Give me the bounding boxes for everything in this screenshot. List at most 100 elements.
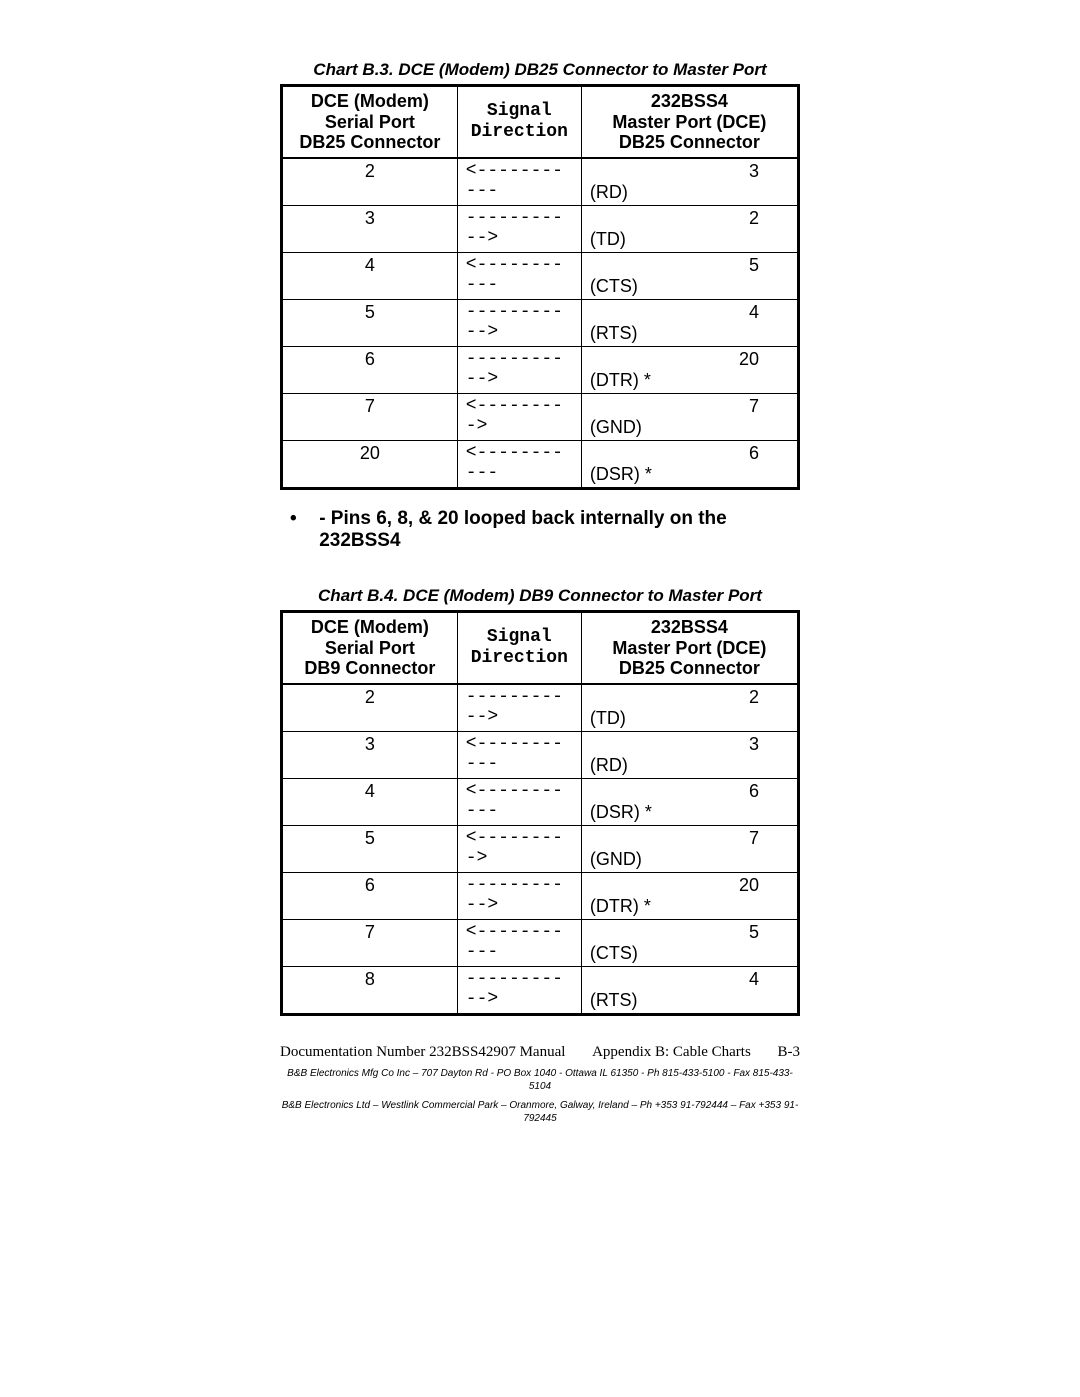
bullet-icon: •: [290, 508, 319, 552]
footer-addr2: B&B Electronics Ltd – Westlink Commercia…: [280, 1099, 800, 1125]
left-pin: 7: [282, 920, 458, 967]
right-signal: (GND): [590, 417, 789, 438]
table-row: 7<-----------5(CTS): [282, 920, 799, 967]
right-pin: 6: [590, 443, 789, 464]
table-row: 2<-----------3(RD): [282, 158, 799, 206]
chart2-col2-header: SignalDirection: [457, 612, 581, 685]
page-footer: Documentation Number 232BSS42907 Manual …: [280, 1044, 800, 1125]
right-signal: (RTS): [590, 990, 789, 1011]
right-signal: (DSR) *: [590, 802, 789, 823]
signal-direction: <-----------: [457, 920, 581, 967]
signal-direction: <-----------: [457, 732, 581, 779]
table-row: 8----------->4(RTS): [282, 967, 799, 1015]
left-pin: 2: [282, 158, 458, 206]
right-pin: 20: [590, 349, 789, 370]
right-signal: (CTS): [590, 943, 789, 964]
chart1-col3-header: 232BSS4Master Port (DCE)DB25 Connector: [581, 86, 798, 159]
right-pin: 5: [590, 922, 789, 943]
right-signal: (DSR) *: [590, 464, 789, 485]
table-row: 4<-----------5(CTS): [282, 253, 799, 300]
right-cell: 5(CTS): [581, 253, 798, 300]
chart2-col3-header: 232BSS4Master Port (DCE)DB25 Connector: [581, 612, 798, 685]
right-pin: 3: [590, 161, 789, 182]
right-cell: 20(DTR) *: [581, 347, 798, 394]
right-cell: 4(RTS): [581, 300, 798, 347]
right-pin: 6: [590, 781, 789, 802]
right-signal: (TD): [590, 708, 789, 729]
left-pin: 6: [282, 873, 458, 920]
note: • - Pins 6, 8, & 20 looped back internal…: [290, 508, 800, 552]
right-cell: 2(TD): [581, 206, 798, 253]
signal-direction: <--------->: [457, 394, 581, 441]
right-signal: (GND): [590, 849, 789, 870]
chart1-title: Chart B.3. DCE (Modem) DB25 Connector to…: [280, 60, 800, 80]
right-pin: 7: [590, 828, 789, 849]
chart2-col1-header: DCE (Modem)Serial PortDB9 Connector: [282, 612, 458, 685]
left-pin: 4: [282, 779, 458, 826]
right-pin: 20: [590, 875, 789, 896]
signal-direction: <--------->: [457, 826, 581, 873]
left-pin: 20: [282, 441, 458, 489]
left-pin: 5: [282, 826, 458, 873]
signal-direction: ----------->: [457, 300, 581, 347]
right-signal: (DTR) *: [590, 896, 789, 917]
chart2-title: Chart B.4. DCE (Modem) DB9 Connector to …: [280, 586, 800, 606]
table-row: 3----------->2(TD): [282, 206, 799, 253]
right-pin: 2: [590, 687, 789, 708]
chart1-col2-header: SignalDirection: [457, 86, 581, 159]
right-signal: (CTS): [590, 276, 789, 297]
signal-direction: ----------->: [457, 206, 581, 253]
table-row: 7<--------->7(GND): [282, 394, 799, 441]
right-pin: 4: [590, 302, 789, 323]
signal-direction: ----------->: [457, 873, 581, 920]
table-row: 6----------->20(DTR) *: [282, 873, 799, 920]
table-row: 20<-----------6(DSR) *: [282, 441, 799, 489]
left-pin: 4: [282, 253, 458, 300]
right-cell: 3(RD): [581, 732, 798, 779]
right-pin: 3: [590, 734, 789, 755]
right-cell: 4(RTS): [581, 967, 798, 1015]
right-signal: (RD): [590, 182, 789, 203]
right-signal: (RD): [590, 755, 789, 776]
left-pin: 3: [282, 206, 458, 253]
table-row: 5<--------->7(GND): [282, 826, 799, 873]
chart1-col1-header: DCE (Modem)Serial PortDB25 Connector: [282, 86, 458, 159]
right-signal: (DTR) *: [590, 370, 789, 391]
signal-direction: ----------->: [457, 967, 581, 1015]
signal-direction: <-----------: [457, 253, 581, 300]
right-pin: 5: [590, 255, 789, 276]
left-pin: 5: [282, 300, 458, 347]
left-pin: 3: [282, 732, 458, 779]
signal-direction: <-----------: [457, 441, 581, 489]
right-cell: 6(DSR) *: [581, 779, 798, 826]
left-pin: 2: [282, 684, 458, 732]
note-text: - Pins 6, 8, & 20 looped back internally…: [319, 508, 800, 552]
chart2-table: DCE (Modem)Serial PortDB9 Connector Sign…: [280, 610, 800, 1016]
footer-docnum: Documentation Number 232BSS42907 Manual: [280, 1044, 565, 1061]
chart1-table: DCE (Modem)Serial PortDB25 Connector Sig…: [280, 84, 800, 490]
signal-direction: <-----------: [457, 779, 581, 826]
left-pin: 6: [282, 347, 458, 394]
right-signal: (TD): [590, 229, 789, 250]
footer-section: Appendix B: Cable Charts: [592, 1044, 751, 1061]
signal-direction: ----------->: [457, 347, 581, 394]
right-cell: 2(TD): [581, 684, 798, 732]
signal-direction: ----------->: [457, 684, 581, 732]
right-cell: 7(GND): [581, 826, 798, 873]
left-pin: 8: [282, 967, 458, 1015]
right-cell: 5(CTS): [581, 920, 798, 967]
footer-addr1: B&B Electronics Mfg Co Inc – 707 Dayton …: [280, 1067, 800, 1093]
signal-direction: <-----------: [457, 158, 581, 206]
right-cell: 3(RD): [581, 158, 798, 206]
table-row: 5----------->4(RTS): [282, 300, 799, 347]
left-pin: 7: [282, 394, 458, 441]
page-content: Chart B.3. DCE (Modem) DB25 Connector to…: [0, 0, 1080, 1205]
right-pin: 7: [590, 396, 789, 417]
table-row: 6----------->20(DTR) *: [282, 347, 799, 394]
right-cell: 20(DTR) *: [581, 873, 798, 920]
right-pin: 4: [590, 969, 789, 990]
table-row: 4<-----------6(DSR) *: [282, 779, 799, 826]
right-cell: 6(DSR) *: [581, 441, 798, 489]
footer-pagenum: B-3: [778, 1044, 801, 1061]
table-row: 2----------->2(TD): [282, 684, 799, 732]
